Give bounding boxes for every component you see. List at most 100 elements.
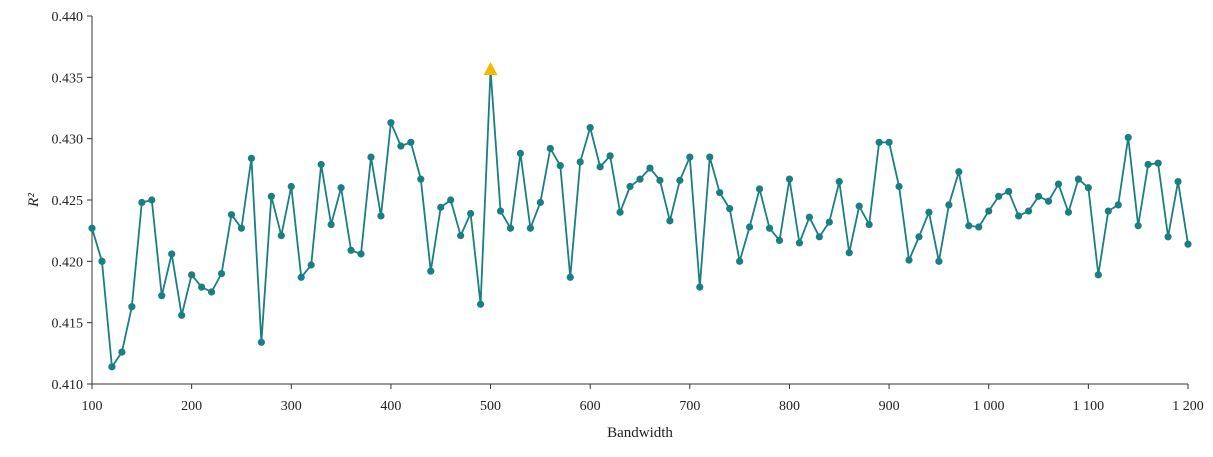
x-tick-label: 200 xyxy=(181,399,202,414)
data-point xyxy=(925,208,933,216)
data-point xyxy=(1154,159,1162,167)
data-point xyxy=(317,160,325,169)
data-point xyxy=(815,233,823,241)
data-point xyxy=(825,218,833,226)
y-tick-label: 0.430 xyxy=(52,133,84,148)
data-point xyxy=(427,267,435,275)
x-axis-title: Bandwidth xyxy=(607,425,673,441)
y-tick-label: 0.410 xyxy=(52,378,84,393)
data-point xyxy=(277,231,285,240)
data-point xyxy=(586,124,594,132)
data-point xyxy=(1114,201,1122,209)
data-point xyxy=(676,176,684,184)
data-point xyxy=(965,222,973,230)
data-point xyxy=(636,175,644,183)
data-point xyxy=(198,283,206,291)
data-point xyxy=(128,303,136,311)
data-point xyxy=(247,154,256,162)
data-point xyxy=(1005,187,1013,196)
x-tick-label: 1 000 xyxy=(973,399,1005,414)
data-point xyxy=(367,153,375,161)
data-point xyxy=(148,196,156,204)
data-point xyxy=(1164,233,1172,241)
data-point xyxy=(1124,133,1132,142)
plot-area xyxy=(88,61,1192,371)
data-point xyxy=(178,311,186,319)
x-tick-label: 400 xyxy=(380,399,401,414)
data-point xyxy=(596,163,604,171)
series-line xyxy=(91,69,1189,368)
data-point xyxy=(267,192,275,200)
data-point xyxy=(506,224,515,232)
data-point xyxy=(1044,197,1053,205)
data-point xyxy=(1134,222,1142,230)
data-point xyxy=(576,158,584,166)
data-point xyxy=(716,189,724,197)
data-point xyxy=(795,239,804,247)
data-point xyxy=(467,209,475,218)
x-tick-label: 1 200 xyxy=(1172,399,1204,414)
data-point xyxy=(1054,180,1063,188)
data-point xyxy=(1184,240,1192,248)
data-point xyxy=(437,203,445,211)
data-point xyxy=(885,138,893,146)
data-point xyxy=(387,119,395,127)
data-point xyxy=(765,224,774,232)
x-tick-label: 300 xyxy=(281,399,302,414)
x-tick-label: 1 100 xyxy=(1073,399,1105,414)
y-ticks: 0.410 0.415 0.420 0.425 0.430 0.435 0.440 xyxy=(52,10,92,393)
data-point xyxy=(347,246,355,254)
data-point xyxy=(935,257,943,265)
data-point xyxy=(995,192,1003,200)
data-point xyxy=(407,138,415,146)
data-point xyxy=(138,198,146,207)
x-tick-label: 600 xyxy=(580,399,601,414)
data-point xyxy=(337,184,345,192)
data-point xyxy=(307,261,315,269)
data-point xyxy=(417,175,425,183)
data-point xyxy=(297,273,305,281)
data-point xyxy=(496,207,505,215)
x-tick-label: 500 xyxy=(480,399,501,414)
data-point xyxy=(616,208,624,216)
y-tick-label: 0.415 xyxy=(52,317,84,332)
data-point xyxy=(606,152,614,160)
data-point xyxy=(666,217,674,225)
data-point xyxy=(945,201,953,209)
data-point xyxy=(1015,212,1023,220)
y-tick-label: 0.435 xyxy=(52,71,84,86)
data-point xyxy=(835,178,843,186)
data-point xyxy=(975,223,983,231)
data-point xyxy=(656,176,664,184)
y-tick-label: 0.425 xyxy=(52,194,84,209)
y-tick-label: 0.420 xyxy=(52,255,84,270)
data-point xyxy=(755,185,764,193)
data-point xyxy=(1024,207,1033,215)
x-ticks: 100 200 300 400 500 600 700 800 900 1 000 1 100 1 2… xyxy=(82,384,1204,414)
data-point xyxy=(357,250,365,258)
data-point xyxy=(516,149,525,157)
data-point xyxy=(805,213,813,221)
data-point xyxy=(736,257,744,265)
data-point xyxy=(1084,184,1092,192)
data-point xyxy=(1064,208,1073,216)
x-tick-label: 100 xyxy=(82,399,103,414)
data-point xyxy=(108,363,116,371)
data-point xyxy=(327,220,335,229)
y-tick-label: 0.440 xyxy=(52,10,84,25)
data-point xyxy=(955,168,963,176)
x-tick-label: 800 xyxy=(779,399,800,414)
max-point-triangle-marker xyxy=(483,61,498,75)
data-point xyxy=(447,196,455,204)
data-point xyxy=(546,144,554,153)
data-point xyxy=(237,224,246,232)
data-point xyxy=(257,338,265,346)
data-point xyxy=(476,300,485,308)
data-point xyxy=(746,223,754,231)
data-point xyxy=(706,153,714,161)
x-tick-label: 900 xyxy=(879,399,900,414)
data-point xyxy=(158,292,166,300)
data-point xyxy=(207,288,216,296)
data-point xyxy=(536,198,544,207)
